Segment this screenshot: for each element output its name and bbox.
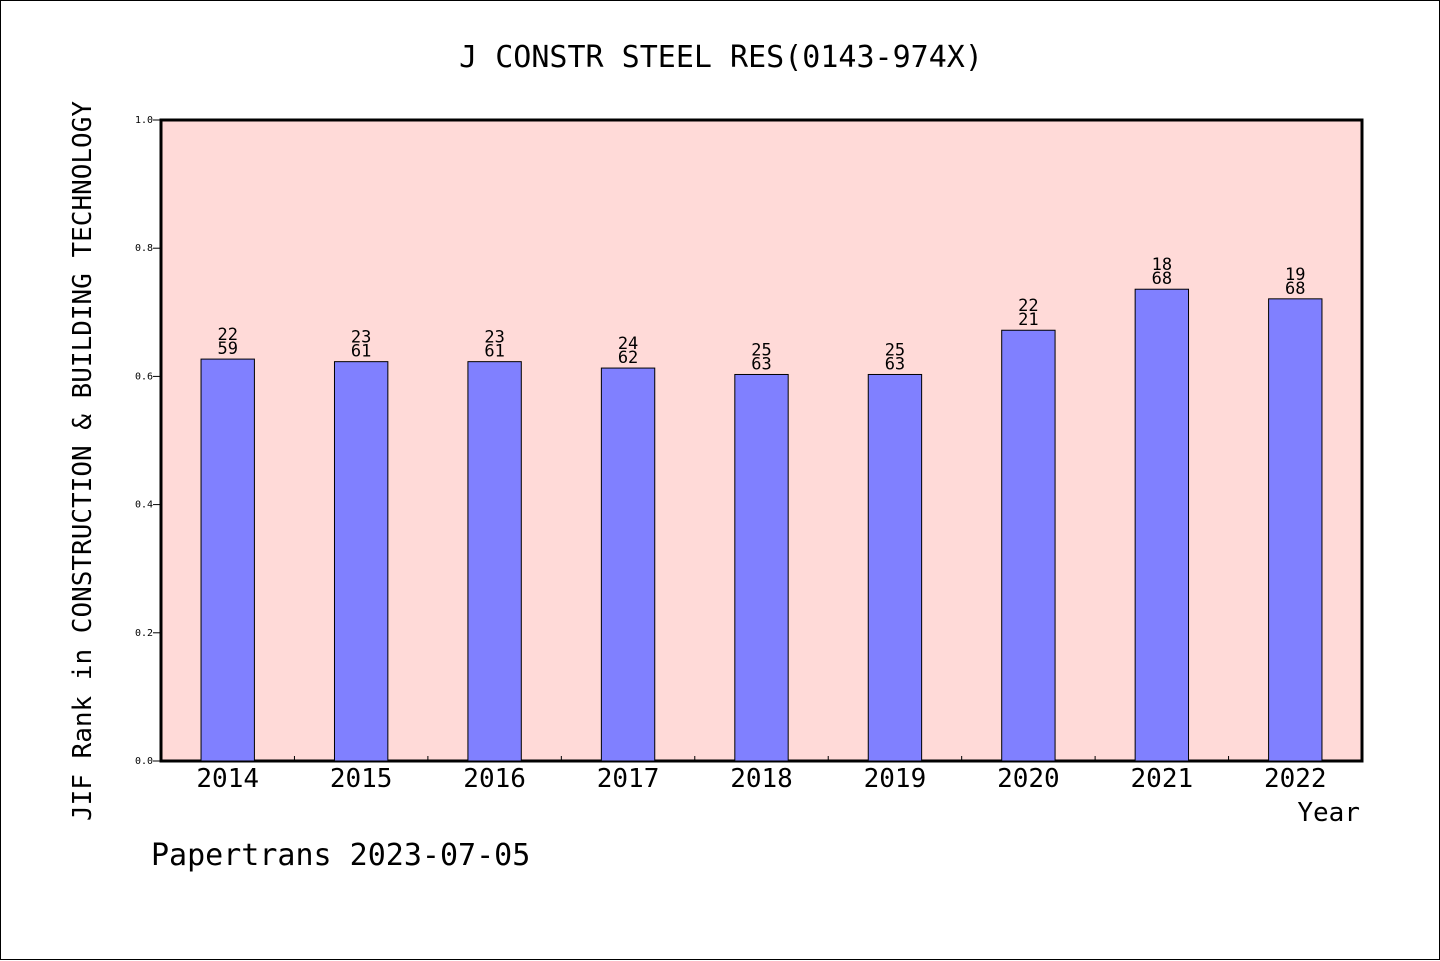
bar-2015 — [333, 361, 389, 762]
bar-label-rank: 25 — [885, 340, 905, 360]
bar-label-rank: 25 — [751, 340, 771, 360]
bar-2020 — [1001, 329, 1056, 762]
x-tick-label: 2021 — [1131, 764, 1194, 794]
bar-label-rank: 22 — [217, 325, 237, 345]
bar-2017 — [600, 367, 656, 762]
bar-label-rank: 22 — [1018, 296, 1038, 316]
bar-label-total: 21 — [1018, 310, 1038, 330]
x-tick-label: 2018 — [730, 764, 793, 794]
bar-2022 — [1268, 298, 1323, 762]
bar-2018 — [734, 373, 789, 762]
bar-label-rank: 23 — [351, 328, 371, 348]
x-axis-ticks: 2014 2015 2016 2017 2018 2019 2020 2021 2022 — [196, 756, 1327, 794]
chart-title: J CONSTR STEEL RES(0143-974X) — [459, 40, 983, 75]
bar-2014 — [200, 358, 255, 762]
x-tick-label: 2019 — [864, 764, 927, 794]
bar-2016 — [467, 361, 522, 762]
bars — [200, 288, 1323, 762]
x-axis-label: Year — [1297, 798, 1360, 828]
y-axis-ticks: 0.0 0.2 0.4 0.6 0.8 1.0 — [135, 115, 161, 767]
y-axis-label: JIF Rank in CONSTRUCTION & BUILDING TECH… — [68, 101, 98, 821]
x-tick-label: 2020 — [997, 764, 1060, 794]
bar-label-total: 68 — [1152, 269, 1172, 289]
y-tick-label: 0.0 — [135, 756, 153, 767]
bar-2019 — [867, 373, 923, 762]
x-tick-label: 2014 — [196, 764, 259, 794]
y-tick-label: 1.0 — [135, 115, 153, 126]
x-tick-label: 2015 — [330, 764, 393, 794]
bar-label-rank: 19 — [1285, 265, 1305, 285]
footer-credit: Papertrans 2023-07-05 — [151, 838, 530, 873]
x-tick-label: 2016 — [463, 764, 526, 794]
bar-label-total: 63 — [751, 354, 771, 374]
bar-label-total: 62 — [618, 348, 638, 368]
bar-2021 — [1134, 288, 1190, 762]
bar-label-rank: 18 — [1152, 255, 1172, 275]
bar-label-rank: 23 — [484, 328, 504, 348]
y-tick-label: 0.6 — [135, 371, 153, 382]
bar-label-rank: 24 — [618, 334, 638, 354]
y-tick-label: 0.4 — [135, 500, 153, 511]
bar-label-total: 68 — [1285, 279, 1305, 299]
bar-label-total: 61 — [351, 342, 371, 362]
x-tick-label: 2017 — [597, 764, 660, 794]
bar-label-total: 63 — [885, 354, 905, 374]
y-tick-label: 0.2 — [135, 628, 153, 639]
y-tick-label: 0.8 — [135, 243, 153, 254]
bar-label-total: 61 — [484, 342, 504, 362]
x-tick-label: 2022 — [1264, 764, 1327, 794]
bar-label-total: 59 — [217, 339, 237, 359]
